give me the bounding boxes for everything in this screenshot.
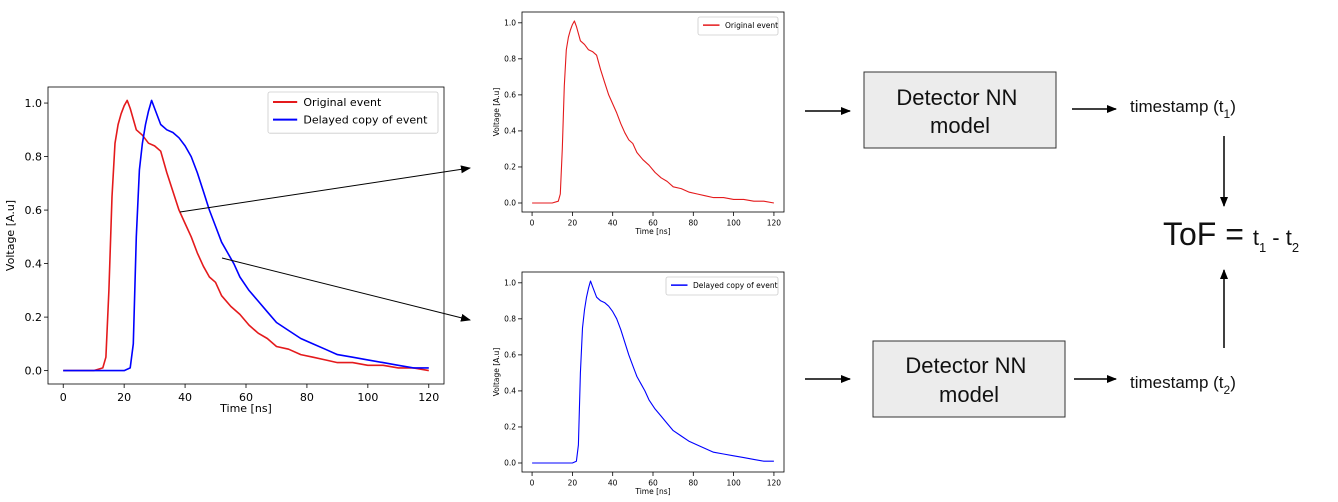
x-tick-label: 0: [530, 219, 535, 228]
y-tick-label: 0.2: [25, 311, 43, 324]
split-arrow-to-original: [179, 165, 471, 213]
series-line-original-event: [532, 20, 774, 204]
x-tick-label: 60: [648, 219, 658, 228]
x-tick-label: 120: [767, 219, 782, 228]
x-tick-label: 80: [689, 479, 699, 488]
y-tick-label: 1.0: [25, 97, 43, 110]
y-tick-label: 0.2: [504, 163, 516, 172]
legend-box: [697, 16, 779, 36]
x-tick-label: 0: [530, 479, 535, 488]
y-tick-label: 0.8: [504, 314, 516, 323]
detector-nn-model-box-bottom: Detector NN model: [872, 340, 1066, 418]
y-tick-label: 0.8: [504, 54, 516, 63]
y-tick-label: 0.0: [25, 364, 43, 377]
model-box-bottom-line1: Detector NN: [905, 353, 1026, 378]
y-tick-label: 0.4: [25, 257, 43, 270]
svg-text:Detector NN model: Detector NN model: [896, 85, 1023, 138]
model-box-top-line2: model: [930, 113, 990, 138]
legend-label: Delayed copy of event: [303, 114, 428, 127]
legend-label: Original event: [725, 21, 778, 30]
y-tick-label: 0.6: [504, 351, 516, 360]
tof-equation: ToF = t1 - t2: [1163, 216, 1299, 255]
timestamp-bottom: timestamp (t2): [1130, 373, 1236, 397]
series-line-original-event: [63, 99, 429, 372]
x-tick-label: 80: [689, 219, 699, 228]
y-axis-label: Voltage [A.u]: [492, 348, 501, 397]
x-axis-label: Time [ns]: [634, 487, 670, 496]
x-axis-label: Time [ns]: [219, 402, 272, 415]
y-tick-label: 0.4: [504, 127, 516, 136]
x-tick-label: 60: [239, 391, 253, 404]
x-tick-label: 120: [418, 391, 439, 404]
y-tick-label: 0.6: [504, 91, 516, 100]
model-box-bottom-line2: model: [939, 382, 999, 407]
model-box-top-line1: Detector NN: [896, 85, 1017, 110]
x-tick-label: 0: [60, 391, 67, 404]
y-tick-label: 1.0: [504, 18, 516, 27]
x-tick-label: 80: [300, 391, 314, 404]
timestamp-top: timestamp (t1): [1130, 97, 1236, 121]
original-event-chart: 0 20 40 60 80 100 120 0.0 0.2 0.4 0.6 0.8 1.0 Time [n…: [492, 11, 785, 236]
x-tick-label: 100: [726, 479, 741, 488]
x-tick-label: 20: [117, 391, 131, 404]
series-line-delayed-copy-of-event: [63, 99, 429, 372]
y-tick-label: 0.8: [25, 150, 43, 163]
x-axis-label: Time [ns]: [634, 227, 670, 236]
detector-nn-model-box-top: Detector NN model: [863, 71, 1057, 149]
x-tick-label: 120: [767, 479, 782, 488]
y-tick-label: 1.0: [504, 278, 516, 287]
delayed-event-chart: 0 20 40 60 80 100 120 0.0 0.2 0.4 0.6 0.8 1.0 Time [n…: [492, 271, 785, 496]
x-tick-label: 60: [648, 479, 658, 488]
chart-axes-frame: [521, 271, 785, 473]
x-tick-label: 20: [568, 479, 578, 488]
x-tick-label: 40: [608, 219, 618, 228]
y-axis-label: Voltage [A.u]: [492, 88, 501, 137]
x-tick-label: 40: [608, 479, 618, 488]
x-tick-label: 100: [357, 391, 378, 404]
x-tick-label: 40: [178, 391, 192, 404]
y-tick-label: 0.4: [504, 387, 516, 396]
y-tick-label: 0.0: [504, 459, 516, 468]
legend-label: Delayed copy of event: [693, 281, 778, 290]
y-tick-label: 0.6: [25, 204, 43, 217]
y-tick-label: 0.0: [504, 199, 516, 208]
legend-box: [267, 91, 439, 134]
y-axis-label: Voltage [A.u]: [4, 200, 17, 271]
split-arrow-to-delayed: [221, 257, 471, 322]
main-combined-chart: 0 20 40 60 80 100 120 0.0 0.2 0.4 0.6 0.8 1.0 Time [n…: [4, 86, 445, 415]
x-tick-label: 20: [568, 219, 578, 228]
svg-text:Detector NN model: Detector NN model: [905, 353, 1032, 407]
y-tick-label: 0.2: [504, 423, 516, 432]
series-line-delayed-copy-of-event: [532, 280, 774, 464]
legend-box: [665, 276, 779, 296]
x-tick-label: 100: [726, 219, 741, 228]
legend-label: Original event: [303, 96, 382, 109]
